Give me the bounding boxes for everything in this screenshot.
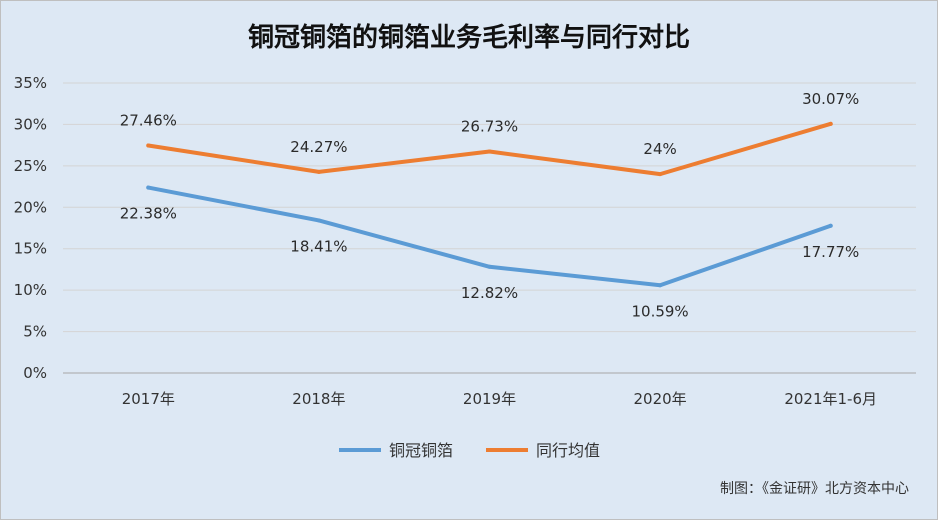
series-layer [146,121,833,288]
data-point [487,264,492,269]
data-point [658,172,663,177]
legend-label-series-2: 同行均值 [536,441,600,460]
data-label: 30.07% [802,90,859,108]
x-tick-label: 2019年 [463,390,516,408]
data-point [146,143,151,148]
data-point [146,185,151,190]
data-label: 24% [643,140,676,158]
y-axis: 0% 5% 10% 15% 20% 25% 30% 35% [14,74,47,382]
x-tick-label: 2021年1-6月 [784,390,877,408]
data-label: 18.41% [290,237,347,255]
series-line-1 [146,185,833,288]
y-tick-label: 5% [23,323,47,341]
y-tick-label: 10% [14,281,47,299]
y-tick-label: 20% [14,198,47,216]
x-axis: 2017年 2018年 2019年 2020年 2021年1-6月 [122,390,877,408]
data-label: 24.27% [290,138,347,156]
y-tick-label: 35% [14,74,47,92]
y-tick-label: 15% [14,240,47,258]
x-tick-label: 2017年 [122,390,175,408]
y-tick-label: 30% [14,115,47,133]
data-point [828,121,833,126]
gridlines [63,82,916,374]
data-point [658,283,663,288]
data-label: 12.82% [461,284,518,302]
data-label: 10.59% [631,302,688,320]
y-tick-label: 25% [14,157,47,175]
x-tick-label: 2018年 [292,390,345,408]
data-point [316,218,321,223]
legend: 铜冠铜箔 同行均值 [339,441,600,460]
data-point [487,149,492,154]
data-point [828,223,833,228]
source-credit: 制图：《金证研》北方资本中心 [720,481,909,497]
x-tick-label: 2020年 [634,390,687,408]
data-label: 27.46% [120,111,177,129]
chart-title: 铜冠铜箔的铜箔业务毛利率与同行对比 [248,22,690,53]
data-labels: 22.38% 18.41% 12.82% 10.59% 17.77% 27.46% 24.2… [120,90,860,320]
data-label: 26.73% [461,118,518,136]
y-tick-label: 0% [23,364,47,382]
data-label: 22.38% [120,205,177,223]
data-label: 17.77% [802,243,859,261]
legend-label-series-1: 铜冠铜箔 [389,441,453,460]
data-point [316,169,321,174]
